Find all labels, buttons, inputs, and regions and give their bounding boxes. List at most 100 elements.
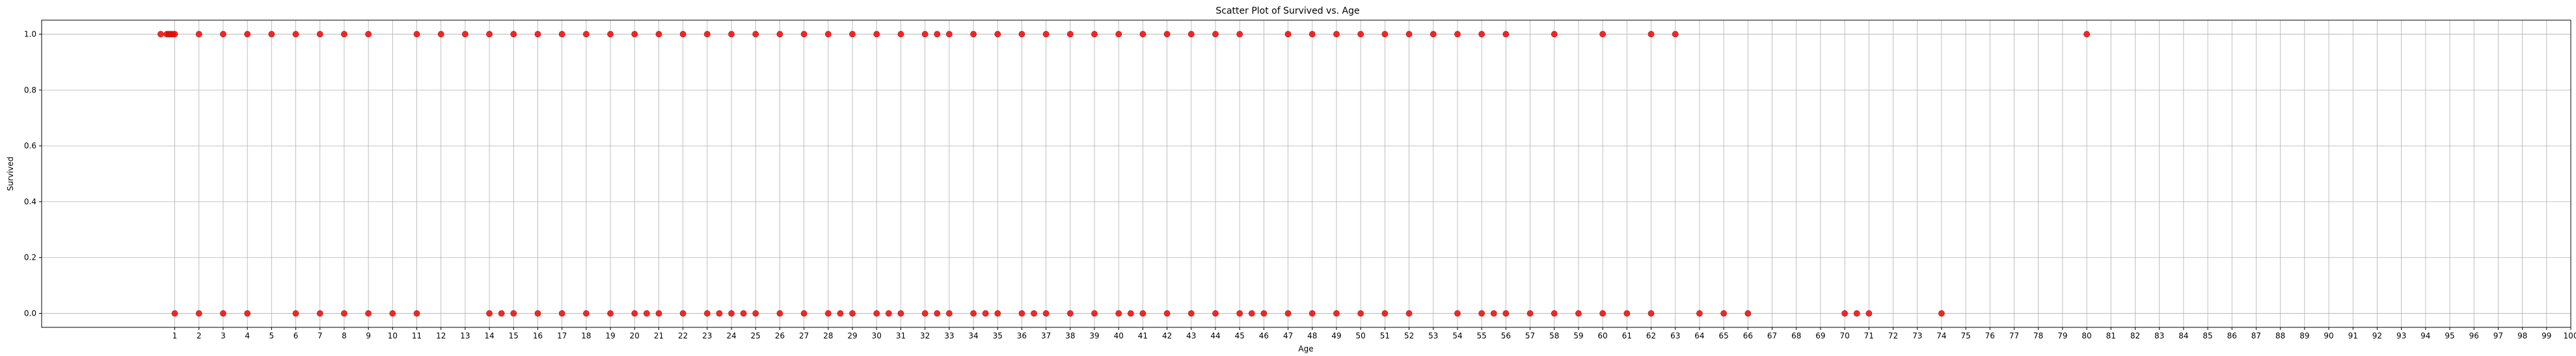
x-tick-label: 35: [993, 331, 1003, 340]
x-tick-label: 53: [1428, 331, 1438, 340]
x-tick-label: 43: [1186, 331, 1196, 340]
data-point: [389, 310, 396, 317]
x-tick-label: 57: [1525, 331, 1535, 340]
data-point: [679, 31, 686, 38]
x-tick-label: 27: [799, 331, 809, 340]
data-point: [1526, 310, 1534, 317]
data-point: [1187, 310, 1195, 317]
grid: [42, 20, 2571, 327]
data-point: [1672, 31, 1679, 38]
data-point: [1248, 310, 1255, 317]
data-point: [1478, 31, 1485, 38]
data-point: [1502, 310, 1510, 317]
data-point: [1744, 310, 1752, 317]
data-point: [558, 31, 565, 38]
data-point: [220, 310, 226, 317]
x-tick-label: 60: [1598, 331, 1608, 340]
x-tick-label: 54: [1452, 331, 1462, 340]
data-point: [1865, 310, 1873, 317]
x-tick-label: 80: [2081, 331, 2091, 340]
x-tick-label: 86: [2227, 331, 2237, 340]
data-point: [171, 31, 178, 38]
x-tick-label: 31: [896, 331, 906, 340]
data-point: [982, 310, 989, 317]
data-point: [1284, 310, 1292, 317]
x-tick-label: 51: [1380, 331, 1390, 340]
x-tick-label: 4: [245, 331, 250, 340]
data-point: [970, 310, 977, 317]
plot-frame: [41, 20, 2571, 328]
data-point: [994, 310, 1001, 317]
data-point: [1091, 310, 1098, 317]
data-point: [365, 31, 372, 38]
data-point: [873, 31, 880, 38]
data-point: [607, 310, 614, 317]
data-point: [413, 310, 420, 317]
data-points: [157, 31, 2090, 317]
data-point: [1647, 31, 1655, 38]
data-point: [268, 31, 275, 38]
data-point: [244, 31, 251, 38]
x-tick-label: 87: [2251, 331, 2261, 340]
x-tick-label: 5: [269, 331, 275, 340]
data-point: [945, 31, 953, 38]
x-tick-label: 44: [1210, 331, 1220, 340]
x-tick-label: 14: [484, 331, 494, 340]
x-tick-label: 20: [630, 331, 640, 340]
data-point: [1018, 31, 1025, 38]
data-point: [1647, 310, 1655, 317]
data-point: [486, 310, 493, 317]
x-tick-label: 11: [412, 331, 422, 340]
data-point: [885, 310, 892, 317]
x-tick-label: 46: [1259, 331, 1269, 340]
data-point: [1478, 310, 1485, 317]
x-tick-label: 47: [1283, 331, 1293, 340]
data-point: [1091, 31, 1098, 38]
data-point: [534, 310, 541, 317]
x-tick-label: 10: [388, 331, 398, 340]
x-tick-label: 75: [1960, 331, 1970, 340]
data-point: [776, 310, 783, 317]
data-point: [510, 31, 517, 38]
data-point: [1018, 310, 1025, 317]
data-point: [437, 31, 444, 38]
chart-title: Scatter Plot of Survived vs. Age: [1215, 6, 1359, 16]
data-point: [644, 310, 650, 317]
x-tick-label: 15: [509, 331, 519, 340]
data-point: [1599, 310, 1607, 317]
data-point: [631, 310, 638, 317]
data-point: [1575, 310, 1582, 317]
data-point: [921, 310, 929, 317]
data-point: [2083, 31, 2090, 38]
x-tick-label: 19: [605, 331, 615, 340]
x-tick-label: 98: [2517, 331, 2527, 340]
data-point: [1430, 31, 1437, 38]
data-point: [1127, 310, 1134, 317]
data-point: [679, 310, 686, 317]
data-point: [1551, 31, 1558, 38]
data-point: [945, 310, 953, 317]
x-tick-label: 95: [2445, 331, 2454, 340]
data-point: [1333, 31, 1340, 38]
data-point: [1381, 31, 1389, 38]
data-point: [534, 31, 541, 38]
x-tick-label: 25: [751, 331, 761, 340]
x-tick-label: 61: [1622, 331, 1632, 340]
x-tick-label: 59: [1573, 331, 1583, 340]
data-point: [1163, 31, 1171, 38]
data-point: [934, 31, 941, 38]
x-tick-label: 92: [2372, 331, 2382, 340]
x-tick-label: 63: [1670, 331, 1680, 340]
data-point: [1720, 310, 1728, 317]
data-point: [413, 31, 420, 38]
data-point: [171, 310, 178, 317]
data-point: [776, 31, 783, 38]
data-point: [1139, 310, 1146, 317]
data-point: [800, 310, 807, 317]
data-point: [365, 310, 372, 317]
x-tick-label: 89: [2299, 331, 2309, 340]
data-point: [849, 31, 856, 38]
data-point: [824, 310, 832, 317]
x-tick-label: 28: [823, 331, 833, 340]
data-point: [1284, 31, 1292, 38]
